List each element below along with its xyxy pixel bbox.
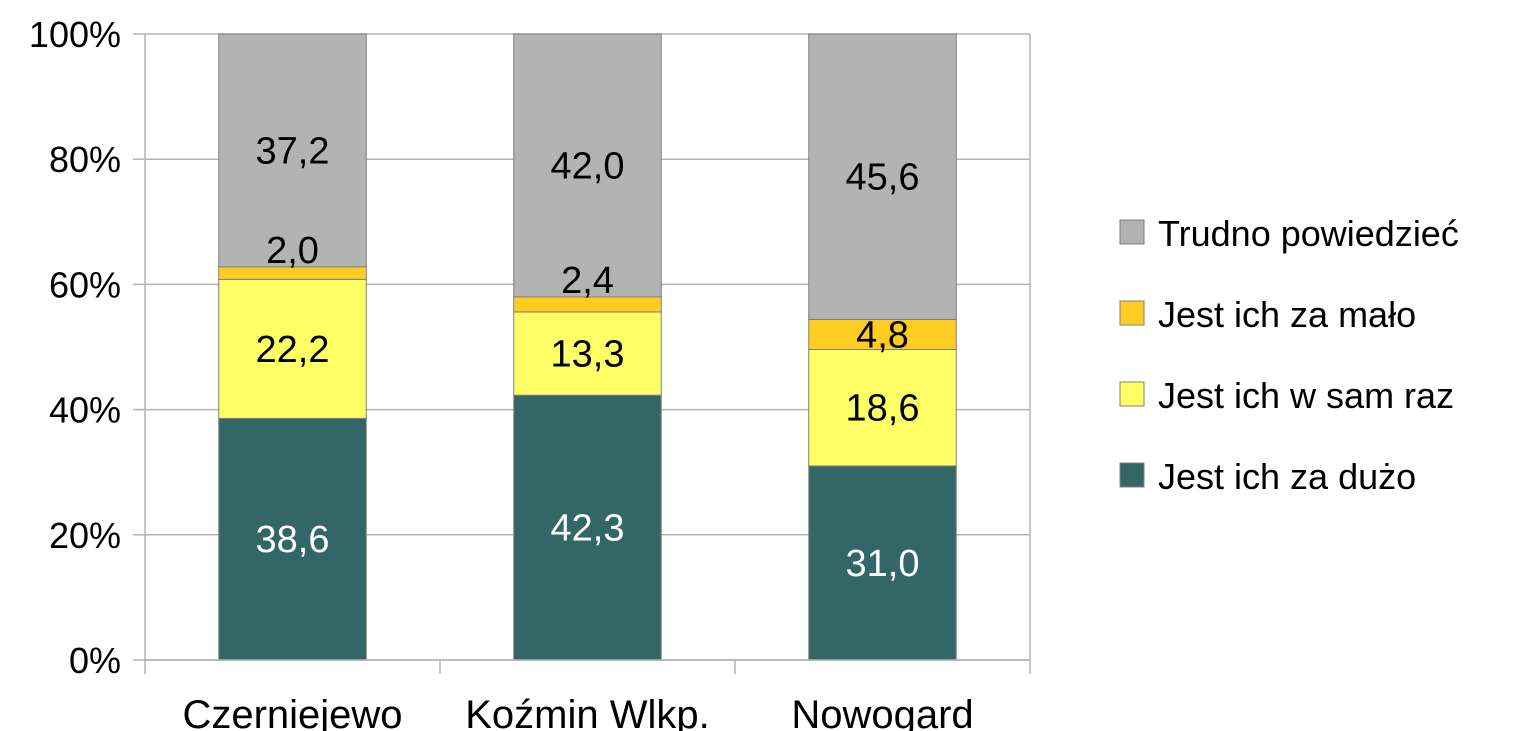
x-tick-label: Czerniejewo: [182, 693, 402, 731]
bar-segment: [808, 33, 957, 320]
legend-item: Jest ich za mało: [1119, 294, 1416, 335]
legend-swatch: [1119, 219, 1145, 245]
legend-item: Jest ich za dużo: [1119, 456, 1416, 497]
bar-segment: [808, 349, 957, 467]
legend-swatch: [1119, 462, 1145, 488]
legend-label: Jest ich za dużo: [1158, 456, 1416, 497]
legend-swatch: [1119, 381, 1145, 407]
bar-segment: [513, 33, 662, 298]
data-label: 4,8: [856, 314, 909, 356]
y-tick-label: 100%: [29, 14, 121, 55]
data-label: 37,2: [256, 130, 330, 172]
y-tick-label: 0%: [69, 640, 121, 681]
x-tick-label: Koźmin Wlkp.: [465, 693, 710, 731]
data-label: 22,2: [256, 329, 330, 371]
data-label: 45,6: [846, 157, 920, 199]
axes: 0% 20% 40% 60% 80% 100% Czerniejewo Koźmin Wlkp…: [29, 14, 1031, 731]
bar-segment: [808, 318, 957, 351]
data-labels: 38,6 22,2 2,0 37,2 42,3 13,3 2,4 42,0 31,0 18,6 4,…: [256, 130, 920, 585]
bar-segment: [218, 33, 367, 268]
x-tick-label: Nowogard: [791, 693, 973, 731]
y-tick-label: 80%: [49, 139, 121, 180]
bars: [218, 33, 957, 661]
y-tick-label: 60%: [49, 264, 121, 305]
data-label: 2,0: [266, 230, 319, 272]
legend-label: Trudno powiedzieć: [1158, 213, 1459, 254]
bar-segment: [218, 278, 367, 419]
data-label: 31,0: [846, 543, 920, 585]
y-tick-label: 40%: [49, 390, 121, 431]
legend-item: Jest ich w sam raz: [1119, 375, 1454, 416]
data-label: 18,6: [846, 388, 920, 430]
data-label: 42,0: [551, 145, 625, 187]
legend-swatch: [1119, 300, 1145, 326]
legend-label: Jest ich za mało: [1158, 294, 1416, 335]
bar-segment: [218, 417, 367, 661]
bar-segment: [513, 311, 662, 396]
data-label: 2,4: [561, 260, 614, 302]
data-label: 38,6: [256, 519, 330, 561]
y-tick-label: 20%: [49, 515, 121, 556]
legend-label: Jest ich w sam raz: [1158, 375, 1454, 416]
legend-item: Trudno powiedzieć: [1119, 213, 1459, 254]
legend: Trudno powiedzieć Jest ich za mało Jest ic…: [1119, 213, 1459, 497]
data-label: 42,3: [551, 508, 625, 550]
data-label: 13,3: [551, 334, 625, 376]
